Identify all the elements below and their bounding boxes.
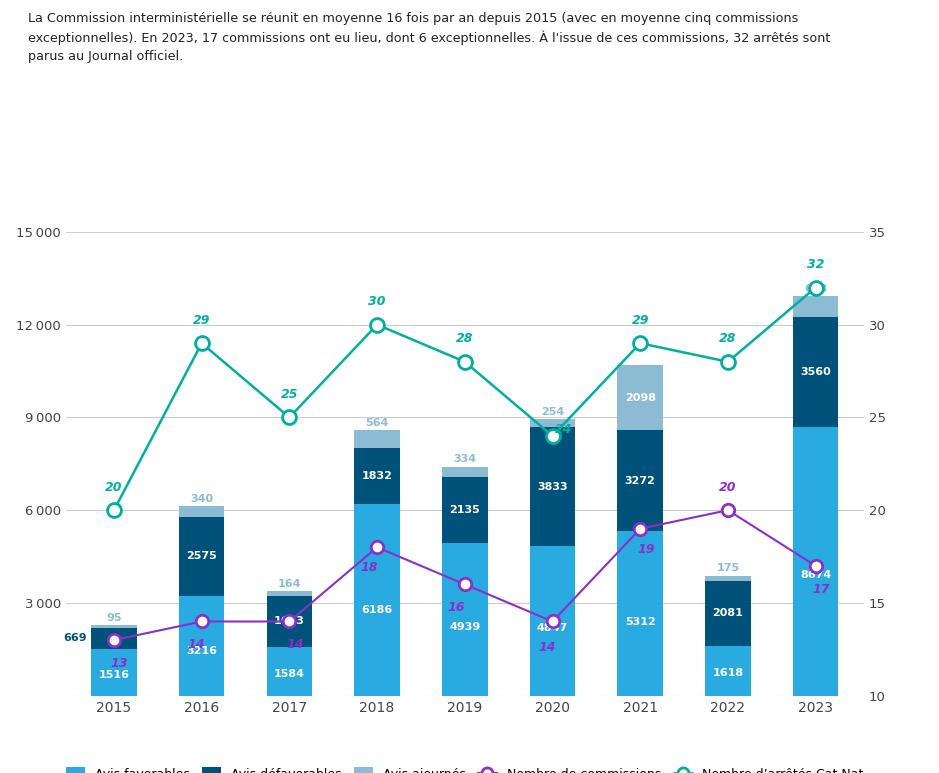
Text: 16: 16 bbox=[448, 601, 465, 614]
Bar bbox=[91, 628, 137, 649]
Text: 25: 25 bbox=[281, 388, 299, 400]
Bar bbox=[793, 318, 839, 427]
Text: 13: 13 bbox=[111, 657, 129, 669]
Bar bbox=[793, 296, 839, 318]
Text: 2081: 2081 bbox=[713, 608, 744, 618]
Text: 3216: 3216 bbox=[186, 646, 217, 656]
Text: 4939: 4939 bbox=[449, 622, 481, 632]
Bar bbox=[530, 420, 576, 427]
Text: 6186: 6186 bbox=[362, 604, 393, 615]
Legend: Avis favorables, Avis défavorables, Avis ajournés, Nombre de commissions, Nombre: Avis favorables, Avis défavorables, Avis… bbox=[61, 762, 869, 773]
Text: 5312: 5312 bbox=[624, 617, 655, 627]
Text: 95: 95 bbox=[106, 613, 122, 623]
Bar bbox=[267, 647, 312, 696]
Text: 30: 30 bbox=[368, 295, 386, 308]
Text: 29: 29 bbox=[631, 314, 649, 326]
Text: 19: 19 bbox=[637, 543, 654, 556]
Bar bbox=[618, 366, 663, 431]
Text: 32: 32 bbox=[807, 258, 824, 271]
Text: 164: 164 bbox=[278, 579, 301, 589]
Text: 28: 28 bbox=[456, 332, 473, 345]
Text: 1832: 1832 bbox=[362, 471, 393, 481]
Text: 2135: 2135 bbox=[450, 505, 480, 515]
Text: 8674: 8674 bbox=[800, 570, 831, 580]
Text: 3272: 3272 bbox=[624, 476, 655, 486]
Bar bbox=[354, 431, 400, 448]
Text: 3560: 3560 bbox=[800, 367, 831, 377]
Bar bbox=[618, 431, 663, 532]
Text: 1618: 1618 bbox=[713, 668, 744, 678]
Text: 693: 693 bbox=[804, 284, 827, 294]
Bar bbox=[91, 625, 137, 628]
Bar bbox=[178, 516, 224, 596]
Text: 175: 175 bbox=[716, 564, 740, 574]
Text: 4847: 4847 bbox=[537, 623, 568, 633]
Text: 2575: 2575 bbox=[186, 551, 217, 561]
Text: 24: 24 bbox=[555, 423, 573, 436]
Bar bbox=[354, 505, 400, 696]
Bar bbox=[530, 546, 576, 696]
Text: 18: 18 bbox=[360, 561, 377, 574]
Bar bbox=[530, 427, 576, 546]
Text: 564: 564 bbox=[365, 418, 389, 428]
Bar bbox=[442, 477, 487, 543]
Bar bbox=[705, 576, 751, 581]
Text: 20: 20 bbox=[719, 481, 737, 493]
Text: 1516: 1516 bbox=[99, 669, 130, 679]
Bar bbox=[705, 645, 751, 696]
Text: 2098: 2098 bbox=[624, 393, 655, 403]
Bar bbox=[178, 506, 224, 516]
Text: 340: 340 bbox=[190, 494, 213, 504]
Bar bbox=[267, 596, 312, 647]
Text: 1633: 1633 bbox=[274, 617, 305, 626]
Text: 17: 17 bbox=[812, 583, 830, 595]
Text: 28: 28 bbox=[719, 332, 737, 345]
Bar bbox=[267, 591, 312, 596]
Bar bbox=[793, 427, 839, 696]
Text: 3833: 3833 bbox=[537, 482, 568, 492]
Text: 14: 14 bbox=[286, 638, 303, 651]
Bar bbox=[442, 543, 487, 696]
Text: La Commission interministérielle se réunit en moyenne 16 fois par an depuis 2015: La Commission interministérielle se réun… bbox=[28, 12, 830, 63]
Text: 29: 29 bbox=[192, 314, 210, 326]
Text: 1584: 1584 bbox=[274, 669, 305, 679]
Text: 669: 669 bbox=[63, 634, 86, 643]
Bar bbox=[354, 448, 400, 505]
Text: 254: 254 bbox=[541, 407, 564, 417]
Text: 14: 14 bbox=[188, 638, 205, 651]
Bar bbox=[705, 581, 751, 645]
Text: 14: 14 bbox=[538, 641, 556, 654]
Text: 20: 20 bbox=[105, 481, 123, 493]
Text: 334: 334 bbox=[454, 455, 476, 464]
Bar bbox=[618, 532, 663, 696]
Bar bbox=[91, 649, 137, 696]
Bar bbox=[178, 596, 224, 696]
Bar bbox=[442, 467, 487, 477]
